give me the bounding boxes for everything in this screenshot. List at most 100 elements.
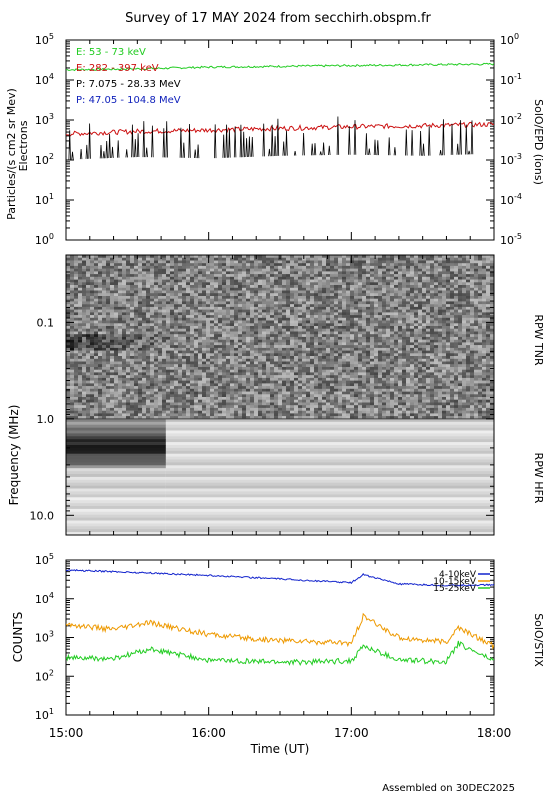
tnr-cell [182,304,187,308]
tnr-cell [186,312,191,316]
tnr-cell [262,265,267,269]
tnr-cell [194,263,199,267]
tnr-cell [438,293,443,297]
tnr-cell [286,331,291,335]
tnr-cell [146,361,151,365]
tnr-cell [398,274,403,278]
tnr-cell [158,263,163,267]
tnr-cell [326,342,331,346]
tnr-cell [370,350,375,354]
tnr-cell [346,301,351,305]
tnr-cell [150,306,155,310]
tnr-cell [394,279,399,283]
tnr-cell [454,285,459,288]
tnr-cell [294,328,299,332]
tnr-cell [378,293,383,297]
tnr-cell [166,358,171,362]
tnr-cell [82,282,87,286]
tnr-cell [342,369,347,373]
tnr-cell [286,361,291,365]
tnr-cell [170,301,175,305]
tnr-cell [146,356,151,359]
tnr-cell [270,356,275,359]
tnr-cell [374,367,379,370]
tnr-cell [278,304,283,308]
tnr-cell [126,255,131,258]
tnr-cell [166,265,171,269]
tnr-cell [182,347,187,351]
tnr-cell [90,361,95,365]
tnr-cell [482,358,487,362]
tnr-cell [110,342,115,346]
tnr-cell [478,345,483,349]
tnr-cell [318,290,323,294]
tnr-cell [470,285,475,288]
tnr-cell [322,276,327,280]
tnr-cell [198,336,203,340]
tnr-cell [450,276,455,280]
tnr-cell [370,315,375,319]
tnr-cell [438,328,443,332]
tnr-cell [318,257,323,261]
tnr-cell [198,268,203,272]
tnr-cell [82,342,87,346]
tnr-cell [282,257,287,261]
tnr-cell [134,255,139,258]
tnr-cell [162,339,167,343]
tnr-cell [262,347,267,351]
epd-y-tick-label: 105 [35,32,54,47]
tnr-cell [234,323,239,327]
tnr-cell [174,331,179,335]
tnr-cell [206,285,211,288]
tnr-cell [210,312,215,316]
tnr-cell [114,315,119,319]
tnr-cell [298,296,303,299]
tnr-cell [250,268,255,272]
tnr-cell [314,301,319,305]
tnr-cell [418,323,423,327]
tnr-cell [74,328,79,332]
tnr-cell [114,353,119,357]
tnr-cell [366,274,371,278]
tnr-cell [102,323,107,327]
tnr-cell [222,317,227,321]
tnr-cell [202,306,207,310]
tnr-cell [466,263,471,267]
tnr-cell [406,257,411,261]
tnr-cell [114,279,119,283]
tnr-cell [374,356,379,359]
tnr-cell [262,358,267,362]
tnr-cell [478,290,483,294]
tnr-cell [426,372,431,376]
tnr-cell [374,293,379,297]
tnr-cell [70,361,75,365]
tnr-cell [318,369,323,373]
tnr-cell [182,336,187,340]
tnr-cell [170,268,175,272]
tnr-cell [378,309,383,313]
tnr-cell [390,334,395,338]
tnr-cell [298,285,303,288]
tnr-cell [486,257,491,261]
tnr-cell [350,301,355,305]
tnr-cell [390,328,395,332]
tnr-cell [414,260,419,264]
tnr-cell [166,364,171,368]
tnr-cell [242,345,247,349]
tnr-cell [490,336,495,340]
tnr-cell [418,336,423,340]
tnr-cell [150,367,155,370]
tnr-cell [106,342,111,346]
tnr-cell [266,274,271,278]
tnr-cell [122,339,127,343]
tnr-cell [178,326,183,329]
tnr-cell [294,263,299,267]
tnr-cell [194,372,199,376]
tnr-cell [266,293,271,297]
tnr-cell [382,304,387,308]
tnr-cell [186,271,191,275]
tnr-cell [70,369,75,373]
tnr-cell [342,345,347,349]
tnr-cell [294,331,299,335]
tnr-cell [434,331,439,335]
